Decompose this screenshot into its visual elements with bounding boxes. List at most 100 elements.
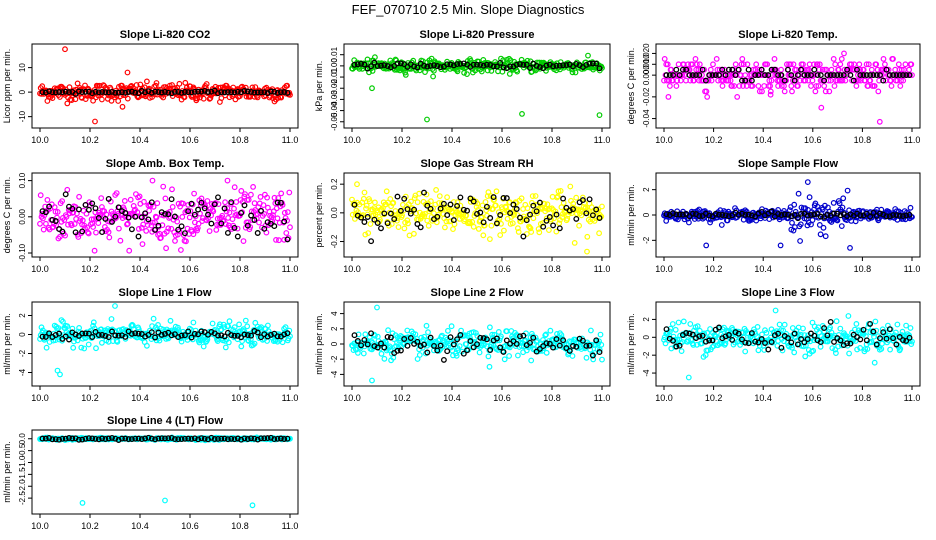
outlier-point (149, 177, 156, 184)
reference-point (477, 209, 484, 216)
outlier-point (112, 303, 118, 309)
data-point (553, 228, 560, 235)
data-point (487, 192, 494, 199)
reference-point (906, 334, 913, 341)
reference-point (378, 62, 384, 69)
reference-point (470, 61, 477, 68)
reference-point (556, 342, 563, 349)
data-point (699, 72, 705, 78)
data-point (906, 66, 912, 73)
data-point (697, 66, 704, 73)
data-point (149, 219, 156, 226)
reference-point (85, 435, 92, 442)
reference-point (105, 435, 112, 442)
reference-point (857, 212, 864, 219)
reference-point (72, 331, 79, 338)
data-point (898, 66, 905, 73)
data-point (286, 189, 293, 196)
reference-point (152, 88, 159, 95)
reference-point (407, 335, 414, 341)
reference-point (99, 331, 106, 338)
data-point (115, 225, 122, 232)
data-point (135, 225, 142, 232)
reference-point (148, 435, 155, 442)
data-point (254, 210, 261, 217)
y-tick-label: 0 (330, 341, 339, 346)
data-point (591, 217, 598, 224)
reference-point (238, 334, 245, 341)
data-point (853, 83, 860, 89)
reference-point (128, 226, 135, 233)
panel-title: Slope Li-820 Temp. (738, 29, 837, 41)
reference-point (579, 337, 586, 344)
reference-point (683, 66, 690, 73)
panel-2: Slope Li-820 Pressure kPa per min. 10.0 10.… (314, 29, 611, 145)
data-point (536, 229, 543, 236)
reference-point (56, 330, 63, 337)
x-tick-label: 10.8 (543, 135, 561, 145)
reference-point (699, 66, 706, 73)
data-point (817, 343, 824, 350)
reference-point (251, 217, 258, 223)
reference-point (371, 216, 378, 223)
reference-point (719, 212, 726, 218)
data-point (278, 94, 285, 101)
data-point (108, 208, 115, 215)
reference-point (870, 328, 877, 335)
y-tick-label: 0.010 (642, 54, 651, 75)
data-point (885, 66, 892, 73)
data-point (447, 344, 454, 351)
reference-point (431, 342, 437, 349)
data-point (672, 326, 679, 333)
data-point (662, 340, 669, 347)
reference-point (277, 435, 284, 442)
reference-point (394, 347, 401, 354)
reference-point (896, 72, 903, 79)
data-point (690, 342, 697, 348)
reference-point (791, 77, 798, 84)
data-point (543, 349, 550, 356)
data-point (818, 104, 825, 111)
data-point (43, 220, 49, 227)
reference-point (464, 207, 471, 214)
data-point (284, 82, 291, 89)
data-point (718, 340, 725, 347)
data-point (37, 220, 43, 227)
data-point (598, 341, 605, 348)
data-point (835, 343, 841, 350)
data-point (136, 193, 143, 200)
reference-point (837, 337, 844, 344)
y-tick-label: -0.2 (330, 234, 339, 248)
reference-point (762, 340, 768, 346)
reference-point (92, 435, 99, 442)
data-point (469, 218, 476, 225)
reference-point (900, 72, 906, 79)
reference-point (274, 89, 281, 96)
reference-point (178, 223, 185, 230)
reference-point (886, 72, 893, 79)
data-point (210, 208, 217, 215)
data-point (200, 95, 207, 102)
data-point (411, 230, 417, 237)
data-point (559, 214, 566, 221)
reference-point (46, 88, 53, 95)
reference-point (125, 89, 132, 95)
data-point (82, 82, 88, 89)
data-point (143, 78, 150, 85)
data-point (857, 66, 863, 73)
data-point (271, 194, 278, 201)
reference-point (231, 224, 238, 231)
reference-point (221, 205, 228, 212)
reference-point (238, 436, 245, 443)
data-point (160, 94, 167, 101)
data-point (492, 202, 499, 209)
data-point (93, 229, 99, 236)
data-point (595, 206, 602, 213)
data-point (816, 221, 823, 228)
data-point (187, 208, 194, 215)
reference-point (768, 208, 775, 215)
reference-point (215, 90, 221, 97)
reference-point (798, 210, 805, 217)
data-point (180, 200, 187, 207)
data-point (725, 77, 732, 84)
